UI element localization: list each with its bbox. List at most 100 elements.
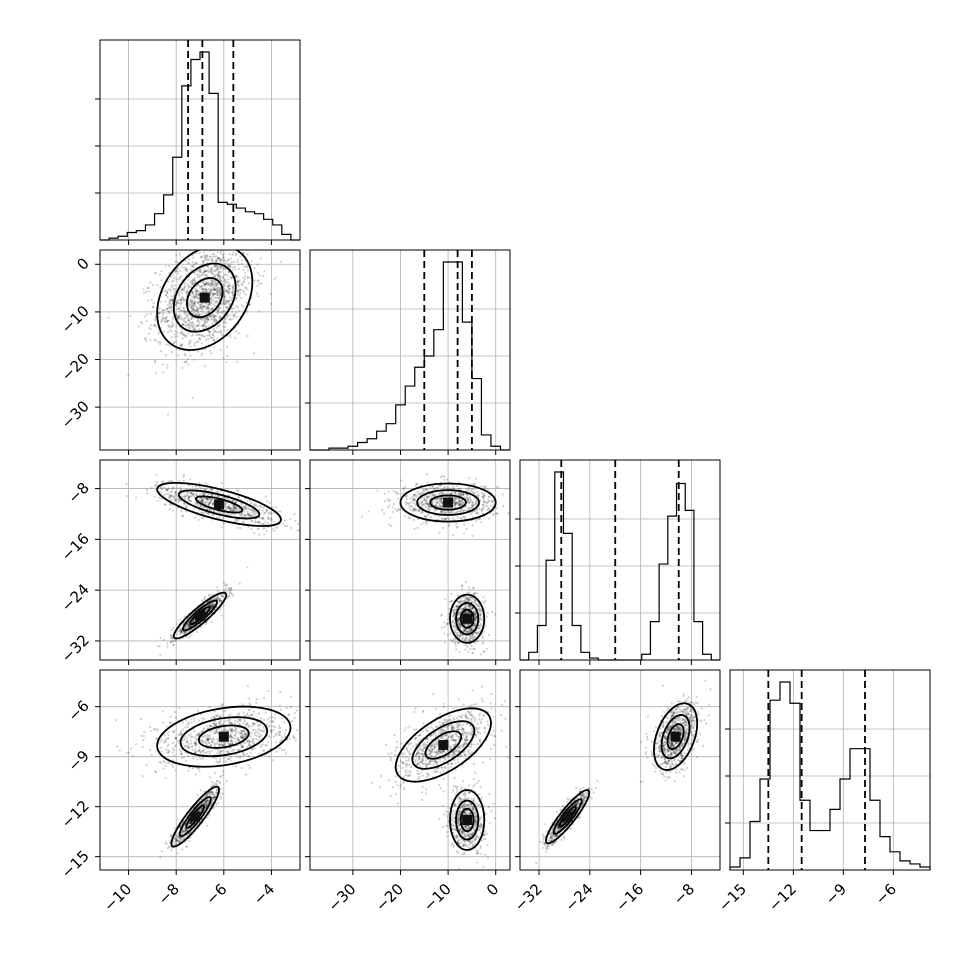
scatter-point bbox=[218, 715, 221, 719]
scatter-point bbox=[405, 497, 409, 501]
scatter-point bbox=[429, 505, 432, 508]
scatter-point bbox=[148, 326, 151, 329]
scatter-point bbox=[189, 300, 192, 304]
scatter-point bbox=[150, 298, 153, 302]
scatter-point bbox=[253, 279, 256, 282]
scatter-point bbox=[454, 629, 457, 632]
scatter-point bbox=[200, 512, 203, 515]
scatter-point bbox=[242, 520, 246, 523]
scatter-point bbox=[263, 527, 267, 530]
scatter-point bbox=[202, 493, 205, 496]
scatter-point bbox=[199, 303, 203, 307]
scatter-point bbox=[219, 250, 223, 253]
scatter-point bbox=[171, 316, 174, 319]
scatter-point bbox=[457, 516, 460, 519]
scatter-point bbox=[457, 612, 460, 615]
scatter-point bbox=[207, 289, 210, 292]
scatter-point bbox=[232, 251, 235, 255]
scatter-point bbox=[229, 587, 233, 590]
scatter-point bbox=[191, 326, 195, 330]
scatter-point bbox=[206, 334, 209, 337]
scatter-point bbox=[218, 274, 221, 277]
scatter-point bbox=[182, 496, 185, 499]
scatter-point bbox=[230, 263, 233, 266]
scatter-point bbox=[467, 623, 470, 626]
scatter-point bbox=[197, 767, 200, 770]
scatter-point bbox=[459, 498, 462, 502]
scatter-point bbox=[203, 336, 206, 339]
scatter-point bbox=[425, 472, 428, 476]
histogram-step bbox=[729, 681, 931, 870]
scatter-point bbox=[252, 514, 255, 517]
scatter-point bbox=[163, 308, 166, 312]
scatter-point bbox=[155, 480, 158, 484]
scatter-point bbox=[412, 497, 415, 500]
scatter-point bbox=[475, 490, 479, 494]
scatter-point bbox=[420, 505, 423, 508]
scatter-point bbox=[184, 321, 188, 324]
density-contours bbox=[399, 482, 497, 644]
scatter-point bbox=[467, 604, 471, 607]
scatter-point bbox=[456, 501, 459, 504]
scatter-point bbox=[466, 631, 469, 634]
scatter-point bbox=[184, 259, 187, 263]
scatter-point bbox=[212, 280, 215, 283]
scatter-point bbox=[190, 291, 194, 294]
scatter-point bbox=[482, 596, 485, 599]
scatter-point bbox=[422, 488, 425, 492]
scatter-point bbox=[210, 308, 214, 311]
scatter-point bbox=[479, 613, 482, 617]
scatter-point bbox=[292, 737, 295, 740]
scatter-point bbox=[153, 361, 157, 364]
scatter-point bbox=[204, 751, 207, 754]
scatter-point bbox=[474, 600, 477, 604]
scatter-point bbox=[487, 507, 490, 510]
scatter-point bbox=[167, 343, 170, 346]
scatter-point bbox=[170, 336, 173, 339]
scatter-point bbox=[472, 624, 475, 627]
scatter-point bbox=[243, 730, 246, 733]
scatter-point bbox=[189, 500, 192, 503]
scatter-point bbox=[441, 510, 444, 513]
scatter-point bbox=[215, 516, 219, 519]
scatter-point bbox=[242, 280, 245, 283]
scatter-point bbox=[228, 264, 231, 268]
scatter-point bbox=[206, 318, 210, 321]
scatter-point bbox=[217, 308, 220, 311]
scatter-point bbox=[226, 291, 229, 294]
scatter-point bbox=[178, 310, 181, 313]
scatter-point bbox=[213, 300, 216, 303]
scatter-point bbox=[187, 363, 190, 366]
scatter-point bbox=[469, 627, 472, 630]
scatter-point bbox=[229, 743, 232, 746]
scatter-point bbox=[212, 287, 215, 290]
scatter-point bbox=[439, 511, 442, 514]
scatter-point bbox=[436, 497, 440, 500]
scatter-point bbox=[172, 640, 175, 643]
scatter-point bbox=[456, 617, 460, 620]
scatter-point bbox=[467, 486, 471, 489]
scatter-point bbox=[168, 508, 171, 511]
scatter-point bbox=[193, 279, 196, 282]
scatter-point bbox=[184, 316, 187, 319]
scatter-point bbox=[192, 307, 195, 310]
scatter-point bbox=[263, 512, 266, 515]
scatter-point bbox=[223, 743, 227, 746]
scatter-point bbox=[193, 301, 197, 304]
scatter-point bbox=[203, 269, 206, 272]
scatter-point bbox=[446, 618, 449, 621]
scatter-point bbox=[403, 515, 407, 518]
scatter-point bbox=[201, 305, 205, 308]
scatter-point bbox=[246, 276, 249, 280]
scatter-point bbox=[427, 505, 431, 508]
scatter-point bbox=[189, 341, 192, 344]
scatter-point bbox=[186, 491, 189, 494]
scatter-point bbox=[178, 315, 181, 318]
scatter-point bbox=[228, 296, 232, 299]
scatter-point bbox=[238, 507, 241, 510]
scatter-point bbox=[207, 593, 211, 596]
scatter-point bbox=[215, 286, 218, 289]
scatter-point bbox=[211, 513, 214, 516]
scatter-point bbox=[169, 494, 172, 497]
scatter-point bbox=[211, 502, 214, 505]
